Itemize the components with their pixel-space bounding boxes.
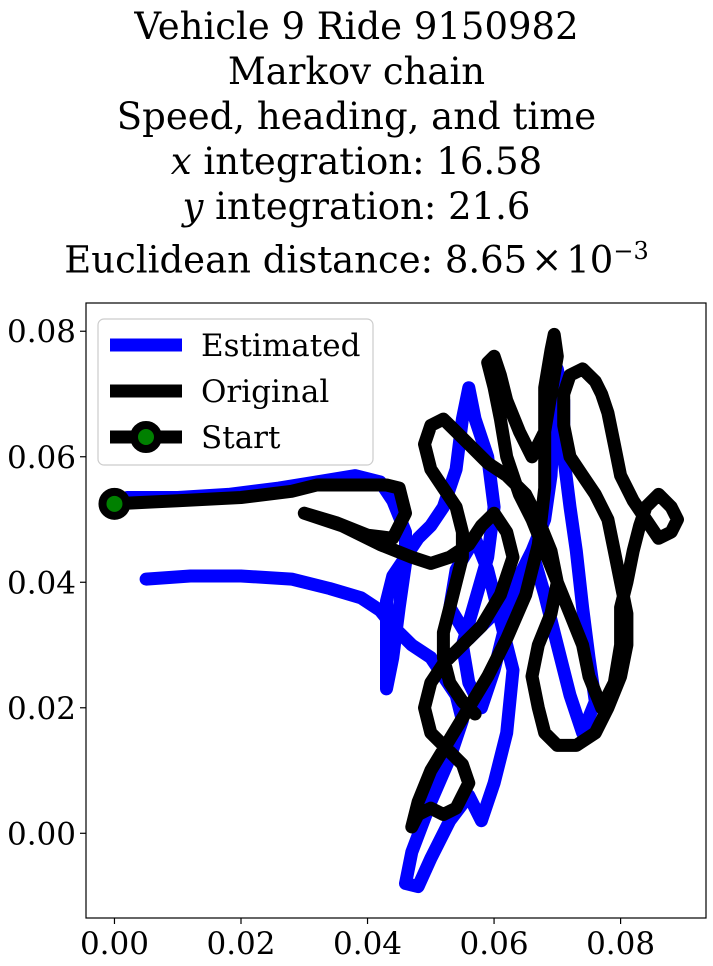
- title-x-rest: integration: 16.58: [191, 140, 543, 183]
- y-tick-label: 0.00: [7, 816, 76, 852]
- title-line-5: y integration: 21.6: [0, 184, 713, 229]
- title-line-6: Euclidean distance: 8.65 × 10−3: [0, 229, 713, 282]
- legend-label-estimated: Estimated: [201, 328, 360, 364]
- legend: Estimated Original Start: [97, 318, 374, 466]
- series-layer: [98, 327, 684, 894]
- legend-marker-start: [130, 421, 162, 453]
- ticks-layer: 0.00 0.02 0.04 0.06 0.08 0.00 0.02 0.04 0.06 0.08: [7, 314, 655, 962]
- x-tick-label: 0.02: [206, 926, 275, 962]
- title-line-1: Vehicle 9 Ride 9150982: [134, 5, 579, 48]
- legend-box: [97, 318, 374, 466]
- title-y-rest: integration: 21.6: [203, 185, 531, 228]
- title-line-3: Speed, heading, and time: [116, 95, 597, 138]
- chart-title: Vehicle 9 Ride 9150982 Markov chain Spee…: [0, 4, 713, 282]
- x-tick-label: 0.08: [586, 926, 655, 962]
- legend-label-original: Original: [201, 374, 329, 410]
- series-line-original: [108, 327, 684, 834]
- y-tick-label: 0.08: [7, 314, 76, 350]
- y-tick-label: 0.02: [7, 691, 76, 727]
- title-x-var: x: [170, 140, 192, 183]
- plot-frame: [85, 302, 707, 919]
- x-tick-label: 0.00: [80, 926, 149, 962]
- x-tick-label: 0.06: [460, 926, 529, 962]
- title-dist-times: ×: [531, 238, 563, 282]
- title-line-2: Markov chain: [227, 50, 486, 93]
- start-marker: [98, 487, 131, 520]
- y-tick-label: 0.04: [7, 565, 76, 601]
- y-tick-label: 0.06: [7, 440, 76, 476]
- title-y-var: y: [182, 185, 204, 228]
- legend-label-start: Start: [201, 420, 281, 456]
- x-tick-label: 0.04: [333, 926, 402, 962]
- title-dist-base: 10: [566, 238, 614, 282]
- title-dist-exp: −3: [613, 237, 649, 265]
- title-dist-text: Euclidean distance: 8.65: [64, 238, 528, 282]
- title-line-4: x integration: 16.58: [0, 139, 713, 184]
